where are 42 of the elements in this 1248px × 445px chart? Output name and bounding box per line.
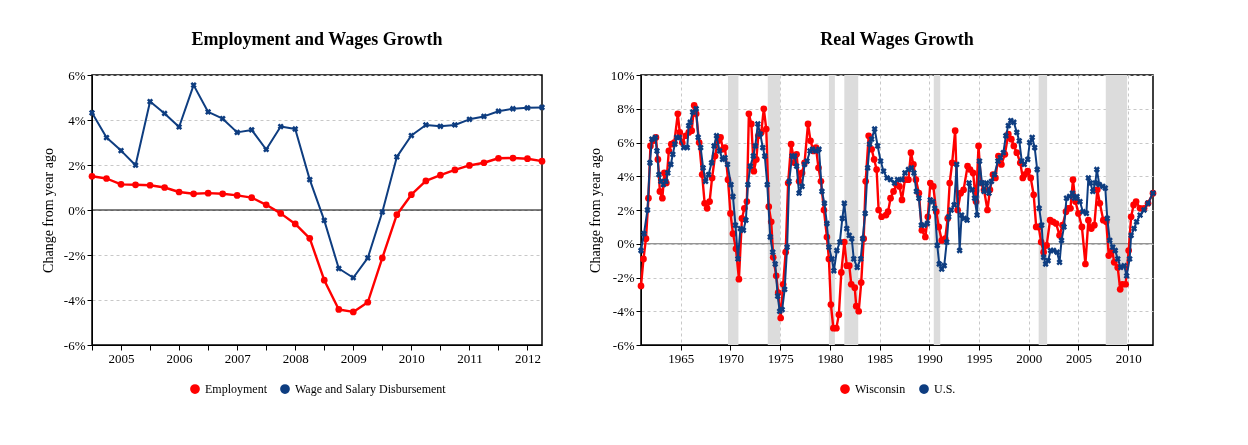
x-tick-label: 1990 xyxy=(916,350,943,366)
x-tick-label: 2010 xyxy=(398,350,425,366)
y-tick-label: 6% xyxy=(617,135,635,150)
y-tick-label: 4% xyxy=(617,168,635,184)
y-tick-label: 2% xyxy=(68,157,86,173)
y-tick-label: -6% xyxy=(63,337,86,353)
x-tick-label: 2000 xyxy=(1016,350,1043,366)
y-tick-label: -2% xyxy=(612,270,635,285)
x-tick-label: 1970 xyxy=(717,350,744,366)
y-tick-label: -4% xyxy=(612,303,635,319)
x-tick-label: 1980 xyxy=(817,350,844,366)
legend-label: Wage and Salary Disbursement xyxy=(295,382,447,397)
x-tick-label: 2007 xyxy=(224,350,252,366)
y-tick-label: 8% xyxy=(617,101,635,117)
y-tick-label: 0% xyxy=(617,236,635,252)
x-tick-label: 2005 xyxy=(1065,350,1092,366)
y-tick-label: -2% xyxy=(63,247,86,263)
x-tick-label: 1995 xyxy=(966,350,993,366)
x-tick-label: 2010 xyxy=(1115,350,1142,366)
y-axis-title: Change from year ago xyxy=(40,148,56,273)
legend-label: Employment xyxy=(205,382,268,397)
y-tick-label: 2% xyxy=(617,202,635,218)
y-tick-label: 10% xyxy=(610,67,635,83)
y-tick-label: 0% xyxy=(68,202,86,218)
chart-title: Real Wages Growth xyxy=(820,29,974,49)
x-tick-label: 2011 xyxy=(457,350,483,366)
y-axis-title: Change from year ago xyxy=(587,148,603,273)
y-tick-label: -4% xyxy=(63,292,86,308)
y-tick-label: -6% xyxy=(612,337,635,353)
x-tick-label: 1965 xyxy=(668,350,695,366)
x-tick-label: 2009 xyxy=(340,350,367,366)
x-tick-label: 1975 xyxy=(767,350,794,366)
x-tick-label: 2012 xyxy=(514,350,541,366)
x-tick-label: 2005 xyxy=(108,350,135,366)
x-tick-label: 1985 xyxy=(867,350,894,366)
legend-label: Wisconsin xyxy=(855,382,906,397)
y-tick-label: 6% xyxy=(68,67,86,83)
chart-title: Employment and Wages Growth xyxy=(191,29,443,49)
x-tick-label: 2006 xyxy=(166,350,194,366)
y-tick-label: 4% xyxy=(68,112,86,128)
legend-label: U.S. xyxy=(934,382,956,397)
x-tick-label: 2008 xyxy=(282,350,309,366)
